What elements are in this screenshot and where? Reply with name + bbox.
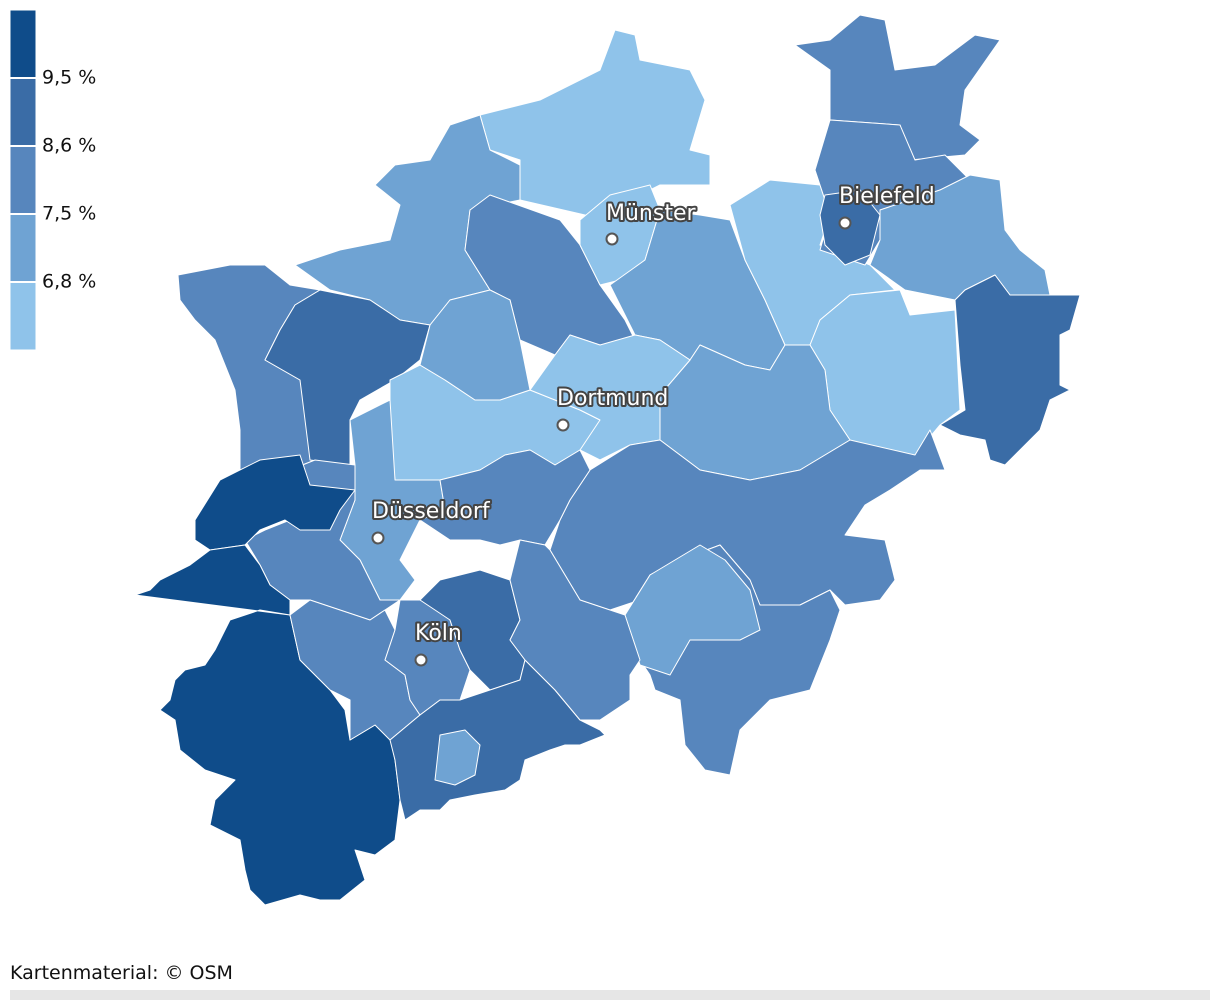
legend-label: 6,8 %	[42, 271, 96, 293]
cities: Münster Bielefeld Dortmund Düsseldorf Kö…	[370, 182, 937, 667]
region	[939, 274, 1081, 466]
legend-swatch	[9, 145, 37, 215]
city-label: Dortmund	[557, 386, 668, 411]
legend-label: 8,6 %	[42, 135, 96, 157]
legend-swatch	[9, 9, 37, 79]
city-dot	[605, 232, 619, 246]
region	[419, 449, 591, 546]
footer-credit: Kartenmaterial: © OSM	[10, 962, 233, 984]
legend-swatch	[9, 281, 37, 351]
city-label: Bielefeld	[839, 184, 935, 209]
city-dot	[414, 653, 428, 667]
city-dot	[838, 216, 852, 230]
region	[434, 729, 481, 786]
map	[134, 14, 1081, 906]
region	[624, 544, 761, 676]
legend-swatch	[9, 213, 37, 283]
city-dot	[371, 531, 385, 545]
region	[819, 189, 881, 266]
region	[509, 539, 641, 721]
city-label: Münster	[606, 201, 696, 226]
city-label: Düsseldorf	[372, 499, 491, 524]
legend-label: 9,5 %	[42, 67, 96, 89]
footer-bar	[10, 990, 1210, 1000]
city-dot	[556, 418, 570, 432]
legend-swatch	[9, 77, 37, 147]
legend-label: 7,5 %	[42, 203, 96, 225]
region	[529, 334, 691, 461]
city-label: Köln	[415, 621, 462, 646]
legend: 9,5 % 8,6 % 7,5 % 6,8 %	[9, 9, 96, 351]
